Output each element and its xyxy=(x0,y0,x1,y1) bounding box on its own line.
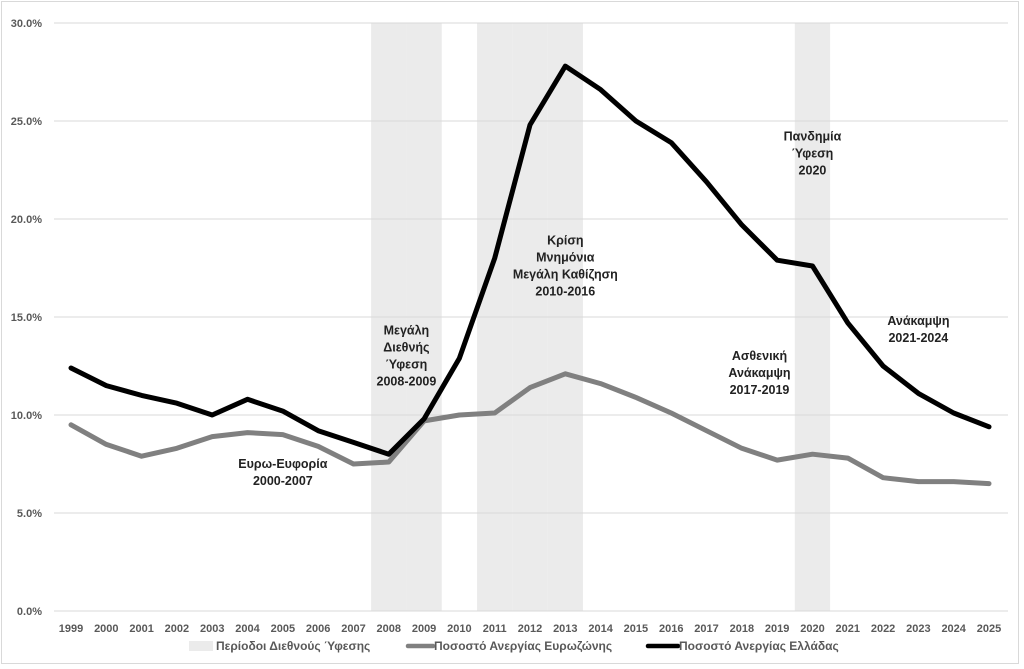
annotation-line: Ασθενική xyxy=(732,349,787,363)
x-tick-label: 2023 xyxy=(906,623,930,635)
y-axis-ticks: 0.0% 5.0% 10.0% 15.0% 20.0% 25.0% 30.0% xyxy=(11,18,42,618)
annotation-line: Ύφεση xyxy=(386,358,428,372)
legend-label-recession: Περίοδοι Διεθνούς Ύφεσης xyxy=(216,639,370,653)
x-tick-label: 1999 xyxy=(59,623,83,635)
annotation-line: 2017-2019 xyxy=(730,383,790,397)
annotation-line: Ύφεση xyxy=(792,147,834,161)
x-tick-label: 2003 xyxy=(200,623,224,635)
legend-label-eurozone: Ποσοστό Ανεργίας Ευρωζώνης xyxy=(434,639,612,653)
annotation-line: Κρίση xyxy=(547,233,583,247)
annotation-1: Μεγάλη Διεθνής Ύφεση 2008-2009 xyxy=(377,324,437,389)
y-tick-label: 0.0% xyxy=(17,606,42,618)
x-tick-label: 2008 xyxy=(377,623,401,635)
x-tick-label: 2024 xyxy=(941,623,966,635)
annotations: Ευρω-Ευφορία 2000-2007 Μεγάλη Διεθνής Ύφεση 2… xyxy=(238,130,949,488)
y-tick-label: 15.0% xyxy=(11,312,42,324)
annotation-line: Μεγάλη Καθίζηση xyxy=(513,267,618,281)
x-tick-label: 2016 xyxy=(659,623,683,635)
x-tick-label: 2006 xyxy=(306,623,330,635)
y-tick-label: 30.0% xyxy=(11,18,42,30)
y-tick-label: 10.0% xyxy=(11,410,42,422)
x-axis-ticks: 1999 2000 2001 2002 2003 2004 2005 2006 2007 2008… xyxy=(59,623,1001,635)
x-tick-label: 2021 xyxy=(836,623,860,635)
x-tick-label: 2009 xyxy=(412,623,436,635)
annotation-0: Ευρω-Ευφορία 2000-2007 xyxy=(238,457,327,488)
y-tick-label: 20.0% xyxy=(11,214,42,226)
annotation-5: Ανάκαμψη 2021-2024 xyxy=(887,314,949,345)
x-tick-label: 2005 xyxy=(271,623,295,635)
annotation-line: 2020 xyxy=(799,164,827,178)
annotation-line: Διεθνής xyxy=(383,341,429,355)
x-tick-label: 2014 xyxy=(588,623,613,635)
annotation-3: Πανδημία Ύφεση 2020 xyxy=(784,130,842,178)
annotation-line: 2000-2007 xyxy=(253,474,313,488)
y-tick-label: 25.0% xyxy=(11,116,42,128)
x-tick-label: 2004 xyxy=(235,623,260,635)
x-tick-label: 2007 xyxy=(341,623,365,635)
legend-swatch-recession xyxy=(189,641,213,651)
annotation-line: 2008-2009 xyxy=(377,375,437,389)
x-tick-label: 2002 xyxy=(165,623,189,635)
legend-label-greece: Ποσοστό Ανεργίας Ελλάδας xyxy=(679,639,839,653)
annotation-line: 2010-2016 xyxy=(535,284,595,298)
x-tick-label: 2020 xyxy=(800,623,824,635)
x-tick-label: 2013 xyxy=(553,623,577,635)
annotation-4: Ασθενική Ανάκαμψη 2017-2019 xyxy=(728,349,790,397)
x-tick-label: 2001 xyxy=(129,623,153,635)
x-tick-label: 2000 xyxy=(94,623,118,635)
x-tick-label: 2022 xyxy=(871,623,895,635)
series-lines xyxy=(68,63,992,487)
x-tick-label: 2015 xyxy=(624,623,648,635)
annotation-line: Πανδημία xyxy=(784,130,842,144)
x-tick-label: 2017 xyxy=(694,623,718,635)
annotation-line: Ανάκαμψη xyxy=(728,366,790,380)
x-tick-label: 2018 xyxy=(730,623,754,635)
x-tick-label: 2010 xyxy=(447,623,471,635)
x-tick-label: 2025 xyxy=(977,623,1001,635)
x-tick-label: 2011 xyxy=(483,623,507,635)
y-tick-label: 5.0% xyxy=(17,508,42,520)
x-tick-label: 2019 xyxy=(765,623,789,635)
annotation-line: Ανάκαμψη xyxy=(887,314,949,328)
annotation-2: Κρίση Μνημόνια Μεγάλη Καθίζηση 2010-2016 xyxy=(513,233,618,298)
annotation-line: 2021-2024 xyxy=(888,331,948,345)
annotation-line: Ευρω-Ευφορία xyxy=(238,457,327,471)
annotation-line: Μεγάλη xyxy=(384,324,430,338)
annotation-line: Μνημόνια xyxy=(536,250,595,264)
x-tick-label: 2012 xyxy=(518,623,542,635)
legend: Περίοδοι Διεθνούς Ύφεσης Ποσοστό Ανεργία… xyxy=(189,639,839,653)
